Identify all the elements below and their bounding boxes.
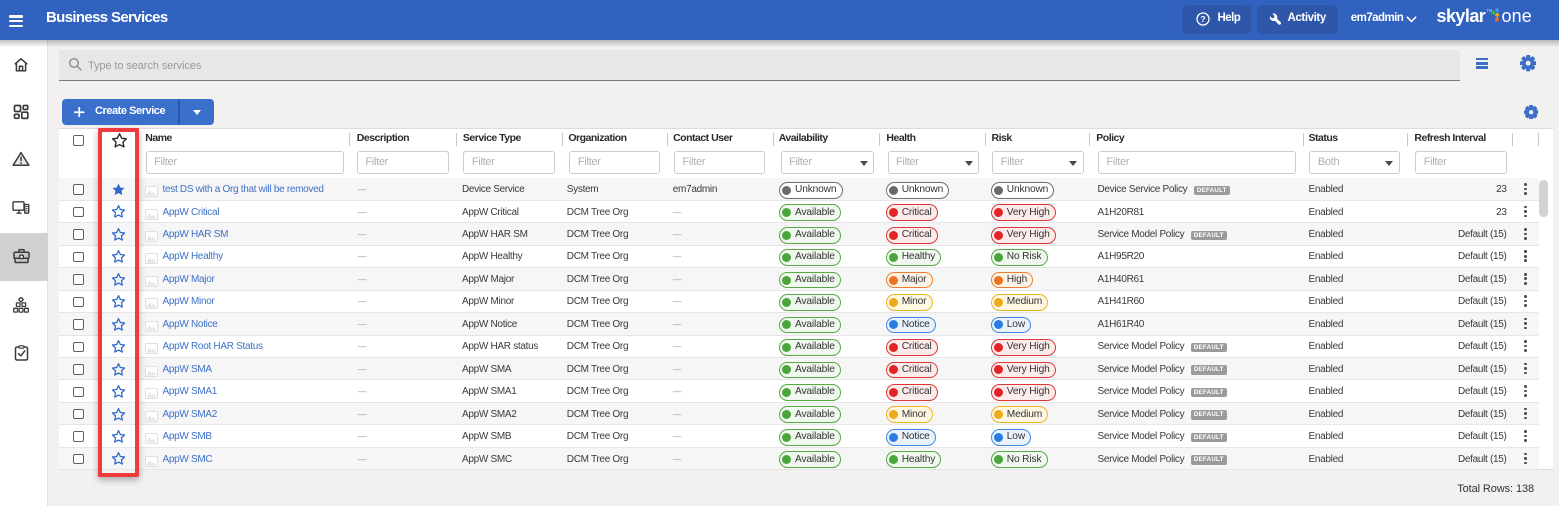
svg-text:?: ? [1200, 14, 1205, 24]
